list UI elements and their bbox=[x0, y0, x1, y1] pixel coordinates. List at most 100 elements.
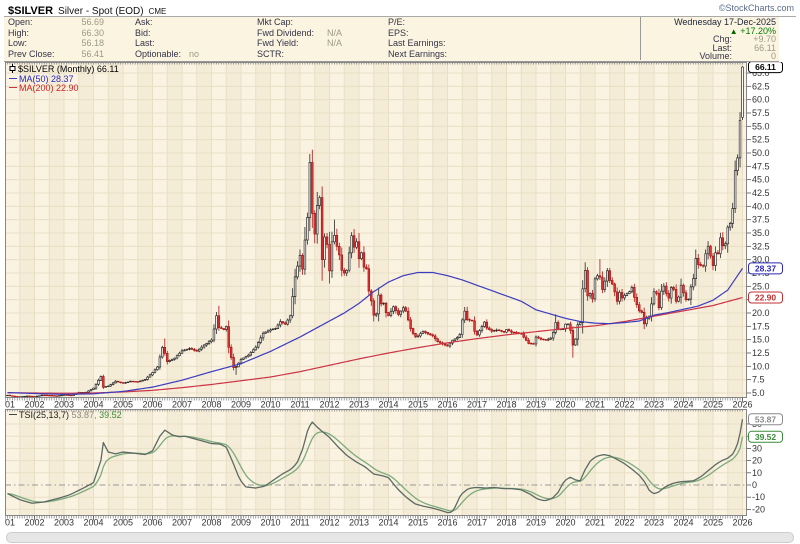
svg-text:15.0: 15.0 bbox=[752, 335, 770, 345]
svg-text:2011: 2011 bbox=[290, 400, 309, 410]
fwd-dividend-value: N/A bbox=[327, 27, 343, 38]
up-triangle-icon: ▲ bbox=[729, 26, 738, 36]
svg-text:2009: 2009 bbox=[231, 400, 251, 410]
svg-text:10.0: 10.0 bbox=[752, 361, 770, 371]
svg-text:2002: 2002 bbox=[24, 518, 44, 528]
svg-text:2014: 2014 bbox=[378, 400, 398, 410]
quote-col-bidask: Ask: Bid: Last: Optionable: no bbox=[135, 17, 250, 59]
sctr-label: SCTR: bbox=[257, 48, 284, 59]
low-label: Low: bbox=[8, 38, 28, 48]
svg-text:20.0: 20.0 bbox=[752, 308, 770, 318]
svg-text:7.5: 7.5 bbox=[752, 375, 765, 385]
svg-text:2024: 2024 bbox=[673, 518, 693, 528]
svg-text:62.5: 62.5 bbox=[752, 81, 770, 91]
svg-text:2025: 2025 bbox=[703, 400, 723, 410]
svg-text:2008: 2008 bbox=[201, 518, 221, 528]
status-block: Wednesday 17-Dec-2025 ▲ +17.20% Chg: +9.7… bbox=[640, 17, 776, 62]
exchange: CME bbox=[148, 7, 167, 16]
svg-text:2015: 2015 bbox=[408, 400, 428, 410]
svg-text:30.0: 30.0 bbox=[752, 255, 770, 265]
svg-text:2022: 2022 bbox=[614, 400, 634, 410]
svg-text:2005: 2005 bbox=[113, 518, 133, 528]
svg-text:2009: 2009 bbox=[231, 518, 251, 528]
svg-text:2007: 2007 bbox=[172, 518, 192, 528]
svg-text:53.87: 53.87 bbox=[755, 414, 777, 424]
svg-text:2013: 2013 bbox=[349, 400, 369, 410]
svg-text:37.5: 37.5 bbox=[752, 215, 770, 225]
svg-text:2010: 2010 bbox=[260, 400, 280, 410]
high-value: 66.30 bbox=[81, 27, 104, 38]
svg-text:2012: 2012 bbox=[319, 400, 339, 410]
volume-label: Volume: bbox=[699, 51, 732, 62]
symbol-description: Silver - Spot (EOD) bbox=[58, 6, 144, 17]
chg-value: +9.70 bbox=[753, 34, 776, 45]
svg-text:2001: 2001 bbox=[5, 400, 15, 410]
svg-text:2002: 2002 bbox=[24, 400, 44, 410]
title-divider bbox=[4, 16, 796, 17]
high-label: High: bbox=[8, 27, 30, 38]
svg-text:2008: 2008 bbox=[201, 400, 221, 410]
svg-text:39.52: 39.52 bbox=[755, 432, 777, 442]
svg-text:2003: 2003 bbox=[54, 400, 74, 410]
svg-text:2014: 2014 bbox=[378, 518, 398, 528]
svg-text:45.0: 45.0 bbox=[752, 175, 770, 185]
svg-text:5.0: 5.0 bbox=[752, 388, 765, 398]
svg-text:20: 20 bbox=[752, 456, 762, 466]
svg-text:2021: 2021 bbox=[585, 518, 605, 528]
svg-text:12.5: 12.5 bbox=[752, 348, 770, 358]
svg-text:57.5: 57.5 bbox=[752, 108, 770, 118]
svg-text:2012: 2012 bbox=[319, 518, 339, 528]
prev-close-value: 56.41 bbox=[81, 48, 104, 59]
bottom-scrollbar[interactable] bbox=[6, 532, 794, 543]
svg-text:2024: 2024 bbox=[673, 400, 693, 410]
chg-label: Chg: bbox=[712, 34, 732, 45]
svg-text:2025: 2025 bbox=[703, 518, 723, 528]
svg-text:2006: 2006 bbox=[142, 518, 162, 528]
quote-col-ohlc: Open: 56.69 High: 66.30 Low: 56.18 Prev Clo… bbox=[8, 17, 118, 59]
svg-text:2016: 2016 bbox=[437, 400, 457, 410]
svg-text:50.0: 50.0 bbox=[752, 148, 770, 158]
svg-text:2003: 2003 bbox=[54, 518, 74, 528]
svg-text:2004: 2004 bbox=[83, 518, 103, 528]
svg-text:28.37: 28.37 bbox=[755, 263, 777, 273]
svg-text:35.0: 35.0 bbox=[752, 228, 770, 238]
svg-text:32.5: 32.5 bbox=[752, 241, 770, 251]
pe-label: P/E: bbox=[388, 17, 406, 27]
low-value: 56.18 bbox=[81, 38, 104, 48]
svg-text:2017: 2017 bbox=[467, 518, 487, 528]
svg-text:66.11: 66.11 bbox=[755, 62, 776, 72]
svg-text:2001: 2001 bbox=[5, 518, 15, 528]
quote-panel: Open: 56.69 High: 66.30 Low: 56.18 Prev Clo… bbox=[4, 17, 779, 62]
svg-text:22.90: 22.90 bbox=[755, 293, 777, 303]
copyright: ©StockCharts.com bbox=[718, 3, 794, 13]
tsi-indicator-chart: 50403020100-10-2053.8739.522001200220032… bbox=[0, 409, 795, 528]
svg-text:2021: 2021 bbox=[585, 400, 605, 410]
open-value: 56.69 bbox=[81, 17, 104, 27]
svg-text:0: 0 bbox=[752, 480, 757, 490]
svg-text:2011: 2011 bbox=[290, 518, 309, 528]
price-chart: 65.062.560.057.555.052.550.047.545.042.5… bbox=[0, 61, 795, 410]
svg-text:-20: -20 bbox=[752, 504, 765, 514]
svg-text:2004: 2004 bbox=[83, 400, 103, 410]
last-price-value: 66.11 bbox=[754, 42, 776, 53]
optionable-value: no bbox=[189, 48, 200, 59]
percent-change: +17.20% bbox=[740, 25, 776, 36]
fwd-yield-value: N/A bbox=[327, 38, 343, 48]
title-bar: $SILVER Silver - Spot (EOD) CME bbox=[8, 1, 167, 17]
quote-col-earnings: P/E: EPS: Last Earnings: Next Earnings: bbox=[388, 17, 518, 59]
volume-value: 0 bbox=[770, 51, 776, 62]
next-earnings-label: Next Earnings: bbox=[388, 48, 448, 59]
svg-text:2005: 2005 bbox=[113, 400, 133, 410]
eps-label: EPS: bbox=[388, 27, 409, 38]
svg-text:17.5: 17.5 bbox=[752, 321, 770, 331]
svg-text:2018: 2018 bbox=[496, 518, 516, 528]
svg-text:2006: 2006 bbox=[142, 400, 162, 410]
fwd-dividend-label: Fwd Dividend: bbox=[257, 27, 315, 38]
svg-text:-10: -10 bbox=[752, 492, 765, 502]
last-price-label: Last: bbox=[712, 42, 732, 53]
svg-text:55.0: 55.0 bbox=[752, 121, 770, 131]
svg-text:2018: 2018 bbox=[496, 400, 516, 410]
quote-col-fundamentals: Mkt Cap: Fwd Dividend: N/A Fwd Yield: N/A … bbox=[257, 17, 382, 59]
last-label: Last: bbox=[135, 38, 155, 48]
